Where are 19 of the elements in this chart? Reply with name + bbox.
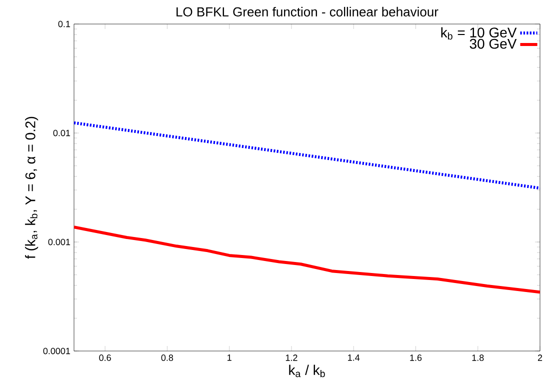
- x-tick-label: 0.8: [161, 354, 174, 361]
- x-axis-title: k$_{a}$ / k$_{b}$: [289, 364, 325, 378]
- x-tick-label: 1.8: [472, 354, 484, 361]
- y-tick-label: 0.0001: [43, 348, 70, 354]
- line-series: [74, 226, 540, 294]
- chart-title: LO BFKL Green function - collinear behaviour: [176, 6, 438, 16]
- x-tick-label: 1.2: [286, 354, 298, 361]
- legend-label: k$_{b}$ = 10 GeV: [441, 27, 517, 40]
- y-tick-label: 0.1: [58, 20, 70, 28]
- y-tick-label: 0.001: [48, 238, 70, 246]
- x-tick-label: 0.6: [99, 354, 111, 361]
- y-axis-title: f (k$_{a}$, k$_{b}$, Y = 6, α = 0.2): [25, 116, 38, 259]
- y-tick-label: 0.01: [53, 130, 70, 136]
- x-tick-label: 1: [228, 354, 232, 361]
- x-tick-label: 1.4: [348, 354, 360, 361]
- x-tick-label: 1.6: [410, 354, 422, 361]
- x-tick-label: 2: [538, 354, 542, 361]
- line-series: [74, 121, 540, 190]
- legend-label: 30 GeV: [470, 38, 517, 49]
